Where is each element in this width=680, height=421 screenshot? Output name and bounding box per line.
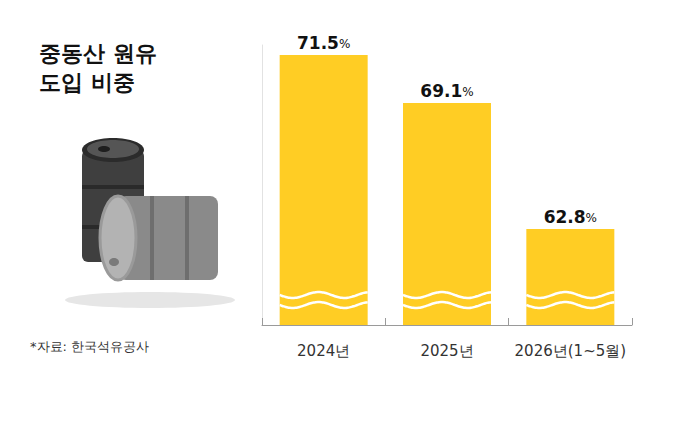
svg-text:2024년: 2024년 <box>297 342 350 360</box>
svg-text:%: % <box>586 211 597 225</box>
svg-text:2026년(1~5월): 2026년(1~5월) <box>515 342 627 360</box>
svg-text:%: % <box>462 85 473 99</box>
svg-text:도입 비중: 도입 비중 <box>39 70 135 95</box>
svg-text:중동산 원유: 중동산 원유 <box>39 41 157 66</box>
svg-text:69.1: 69.1 <box>420 81 462 101</box>
svg-text:71.5: 71.5 <box>297 33 339 53</box>
svg-text:62.8: 62.8 <box>544 207 586 227</box>
svg-text:*자료: 한국석유공사: *자료: 한국석유공사 <box>30 339 149 354</box>
svg-text:%: % <box>339 37 350 51</box>
svg-text:2025년: 2025년 <box>420 342 473 360</box>
